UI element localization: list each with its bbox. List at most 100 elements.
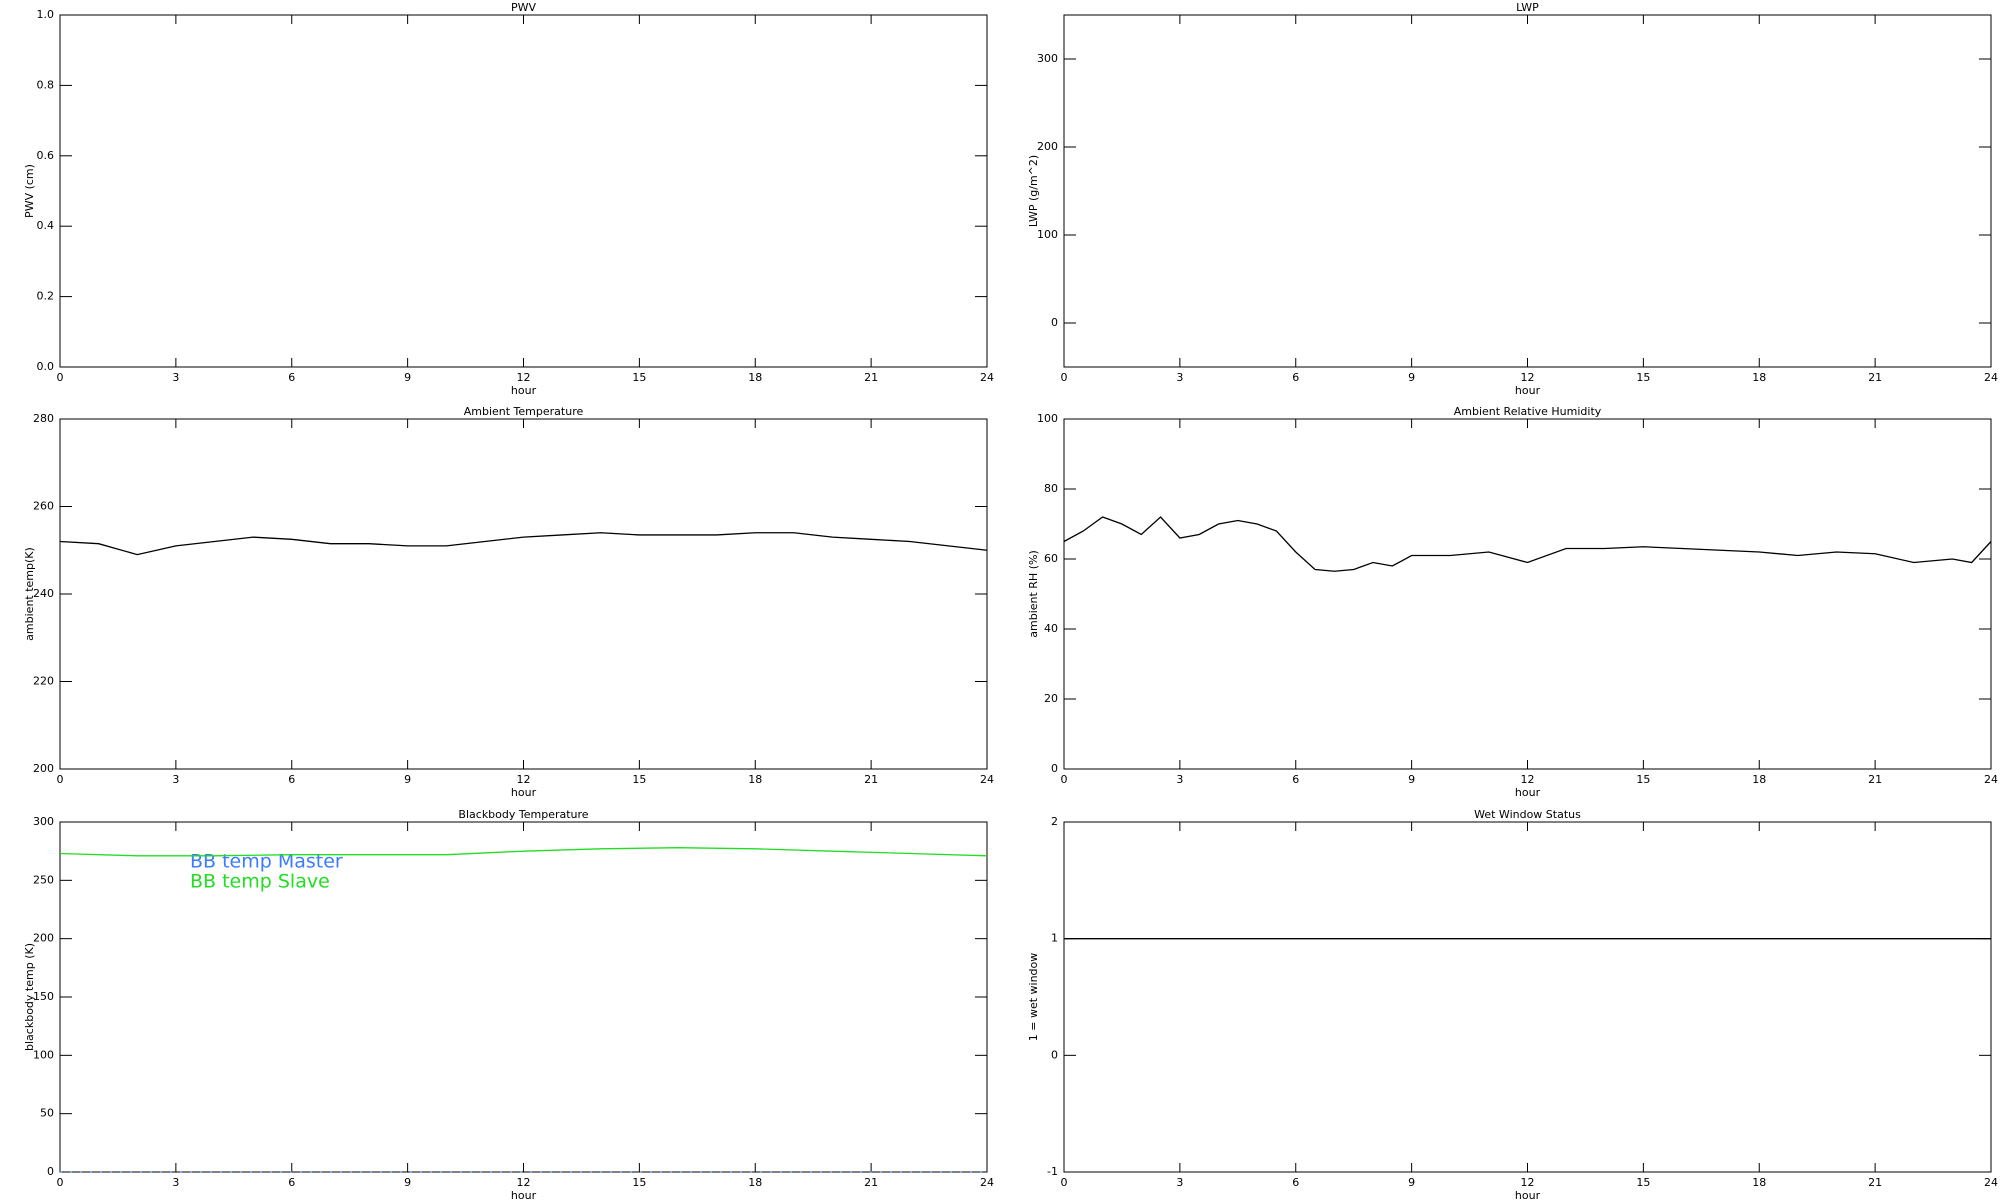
series-line xyxy=(59,847,988,857)
x-tick-label: 18 xyxy=(1752,1176,1766,1189)
x-tick-label: 6 xyxy=(1292,773,1299,786)
y-tick-label: 0 xyxy=(1051,1048,1058,1061)
y-tick-label: 150 xyxy=(33,990,54,1003)
x-tick-label: 0 xyxy=(1061,773,1068,786)
x-tick-label: 3 xyxy=(172,371,179,384)
y-tick-label: 1.0 xyxy=(37,8,55,21)
x-tick-label: 24 xyxy=(1984,773,1998,786)
chart-title: Blackbody Temperature xyxy=(458,808,588,821)
plot-frame xyxy=(1063,821,1992,1173)
y-tick-label: 0 xyxy=(1051,762,1058,775)
y-tick-label: 100 xyxy=(33,1048,54,1061)
y-tick-label: 20 xyxy=(1044,692,1058,705)
chart-title: Ambient Temperature xyxy=(464,405,584,418)
legend-entry: BB temp Master xyxy=(190,851,343,873)
x-tick-label: 21 xyxy=(1868,773,1882,786)
x-axis-label: hour xyxy=(511,384,537,397)
x-tick-label: 15 xyxy=(1636,371,1650,384)
chart-title: Ambient Relative Humidity xyxy=(1454,405,1602,418)
x-axis-label: hour xyxy=(1515,1189,1541,1200)
x-tick-label: 24 xyxy=(1984,371,1998,384)
y-tick-label: 80 xyxy=(1044,482,1058,495)
x-axis-label: hour xyxy=(1515,384,1541,397)
y-axis-label: ambient temp(K) xyxy=(23,547,36,641)
x-tick-label: 0 xyxy=(1061,371,1068,384)
x-tick-label: 6 xyxy=(1292,1176,1299,1189)
y-tick-label: 0 xyxy=(1051,316,1058,329)
x-tick-label: 18 xyxy=(748,1176,762,1189)
y-tick-label: 0.2 xyxy=(37,290,55,303)
y-tick-label: 60 xyxy=(1044,552,1058,565)
x-tick-label: 12 xyxy=(1521,773,1535,786)
y-tick-label: -1 xyxy=(1047,1165,1058,1178)
y-axis-label: ambient RH (%) xyxy=(1027,550,1040,638)
y-tick-label: 200 xyxy=(33,932,54,945)
x-tick-label: 24 xyxy=(1984,1176,1998,1189)
x-tick-label: 15 xyxy=(1636,773,1650,786)
x-tick-label: 3 xyxy=(172,1176,179,1189)
y-tick-label: 0.6 xyxy=(37,149,55,162)
y-tick-label: 200 xyxy=(33,762,54,775)
plot-frame xyxy=(59,14,988,368)
y-tick-label: 0 xyxy=(47,1165,54,1178)
y-tick-label: 250 xyxy=(33,873,54,886)
y-axis-label: PWV (cm) xyxy=(23,164,36,218)
y-tick-label: 0.0 xyxy=(37,360,55,373)
x-tick-label: 15 xyxy=(632,371,646,384)
x-tick-label: 9 xyxy=(1408,1176,1415,1189)
x-tick-label: 9 xyxy=(1408,773,1415,786)
x-tick-label: 6 xyxy=(288,1176,295,1189)
x-tick-label: 12 xyxy=(517,1176,531,1189)
y-tick-label: 220 xyxy=(33,675,54,688)
x-tick-label: 21 xyxy=(864,1176,878,1189)
chart-title: PWV xyxy=(511,1,537,14)
x-tick-label: 21 xyxy=(1868,371,1882,384)
y-tick-label: 200 xyxy=(1037,140,1058,153)
x-tick-label: 6 xyxy=(288,371,295,384)
x-tick-label: 18 xyxy=(1752,371,1766,384)
x-tick-label: 21 xyxy=(864,773,878,786)
y-tick-label: 0.4 xyxy=(37,219,55,232)
y-axis-label: 1 = wet window xyxy=(1027,953,1040,1042)
x-tick-label: 12 xyxy=(517,773,531,786)
x-tick-label: 15 xyxy=(632,1176,646,1189)
x-tick-label: 0 xyxy=(57,371,64,384)
y-tick-label: 280 xyxy=(33,412,54,425)
y-tick-label: 300 xyxy=(1037,52,1058,65)
x-tick-label: 0 xyxy=(1061,1176,1068,1189)
y-tick-label: 0.8 xyxy=(37,78,55,91)
plot-frame xyxy=(59,418,988,770)
x-tick-label: 3 xyxy=(172,773,179,786)
x-tick-label: 9 xyxy=(404,1176,411,1189)
x-tick-label: 15 xyxy=(1636,1176,1650,1189)
plot-frame xyxy=(1063,14,1992,368)
x-tick-label: 18 xyxy=(748,371,762,384)
y-tick-label: 240 xyxy=(33,587,54,600)
x-axis-label: hour xyxy=(511,1189,537,1200)
x-tick-label: 9 xyxy=(404,773,411,786)
chart-title: LWP xyxy=(1516,1,1539,14)
x-tick-label: 12 xyxy=(1521,371,1535,384)
series-line xyxy=(59,532,988,556)
x-tick-label: 24 xyxy=(980,371,994,384)
x-tick-label: 3 xyxy=(1176,773,1183,786)
y-axis-label: LWP (g/m^2) xyxy=(1027,155,1040,227)
x-tick-label: 21 xyxy=(1868,1176,1882,1189)
y-tick-label: 260 xyxy=(33,500,54,513)
legend-entry: BB temp Slave xyxy=(190,871,330,893)
y-tick-label: 50 xyxy=(40,1107,54,1120)
series-line xyxy=(1063,516,1992,572)
x-tick-label: 6 xyxy=(288,773,295,786)
x-axis-label: hour xyxy=(511,786,537,799)
plot-frame xyxy=(1063,418,1992,770)
y-tick-label: 40 xyxy=(1044,622,1058,635)
x-tick-label: 24 xyxy=(980,773,994,786)
x-tick-label: 24 xyxy=(980,1176,994,1189)
y-tick-label: 300 xyxy=(33,815,54,828)
y-axis-label: blackbody temp (K) xyxy=(23,943,36,1051)
x-tick-label: 15 xyxy=(632,773,646,786)
x-tick-label: 12 xyxy=(1521,1176,1535,1189)
x-tick-label: 0 xyxy=(57,1176,64,1189)
x-tick-label: 9 xyxy=(404,371,411,384)
